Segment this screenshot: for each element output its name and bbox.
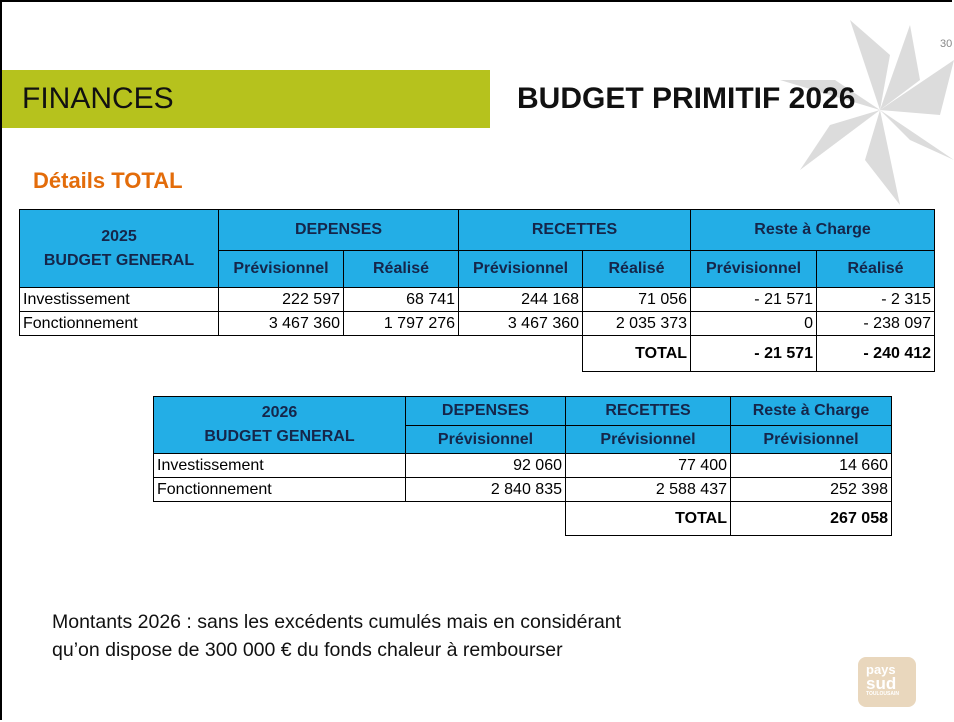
amount: 3 467 360 bbox=[459, 312, 583, 336]
header-label: BUDGET GENERAL bbox=[23, 249, 215, 273]
sub-header: Prévisionnel bbox=[731, 426, 892, 454]
total-label: TOTAL bbox=[583, 336, 691, 372]
amount: 2 035 373 bbox=[583, 312, 691, 336]
amount: 77 400 bbox=[566, 454, 731, 478]
amount: 2 840 835 bbox=[406, 478, 566, 502]
group-header: Reste à Charge bbox=[691, 210, 935, 251]
amount: 14 660 bbox=[731, 454, 892, 478]
row-label: Fonctionnement bbox=[154, 478, 406, 502]
header-label: BUDGET GENERAL bbox=[157, 425, 402, 449]
logo-text: TOULOUSAIN bbox=[866, 691, 916, 698]
group-header: RECETTES bbox=[566, 397, 731, 426]
row-label: Investissement bbox=[154, 454, 406, 478]
sub-header: Prévisionnel bbox=[219, 251, 344, 288]
amount: - 21 571 bbox=[691, 288, 817, 312]
amount: 92 060 bbox=[406, 454, 566, 478]
amount: - 238 097 bbox=[817, 312, 935, 336]
note-line: qu’on dispose de 300 000 € du fonds chal… bbox=[52, 636, 621, 664]
group-header: RECETTES bbox=[459, 210, 691, 251]
logo-text: sud bbox=[866, 676, 916, 691]
amount: 1 797 276 bbox=[344, 312, 459, 336]
header-year: 2025 bbox=[23, 225, 215, 249]
sub-header: Réalisé bbox=[344, 251, 459, 288]
total-amount: - 21 571 bbox=[691, 336, 817, 372]
group-header: DEPENSES bbox=[219, 210, 459, 251]
empty-cell bbox=[20, 336, 219, 372]
group-header: DEPENSES bbox=[406, 397, 566, 426]
row-label: Fonctionnement bbox=[20, 312, 219, 336]
section-title: FINANCES bbox=[22, 82, 174, 116]
sub-header: Réalisé bbox=[817, 251, 935, 288]
empty-cell bbox=[219, 336, 344, 372]
logo: pays sud TOULOUSAIN bbox=[858, 657, 916, 707]
sub-header: Réalisé bbox=[583, 251, 691, 288]
sub-header: Prévisionnel bbox=[459, 251, 583, 288]
row-label: Investissement bbox=[20, 288, 219, 312]
page-title: BUDGET PRIMITIF 2026 bbox=[517, 82, 855, 116]
amount: 2 588 437 bbox=[566, 478, 731, 502]
amount: 3 467 360 bbox=[219, 312, 344, 336]
empty-cell bbox=[406, 502, 566, 536]
amount: 252 398 bbox=[731, 478, 892, 502]
note: Montants 2026 : sans les excédents cumul… bbox=[52, 608, 621, 664]
sub-header: Prévisionnel bbox=[406, 426, 566, 454]
total-amount: - 240 412 bbox=[817, 336, 935, 372]
amount: - 2 315 bbox=[817, 288, 935, 312]
amount: 0 bbox=[691, 312, 817, 336]
amount: 222 597 bbox=[219, 288, 344, 312]
note-line: Montants 2026 : sans les excédents cumul… bbox=[52, 608, 621, 636]
subtitle: Détails TOTAL bbox=[33, 168, 183, 194]
amount: 244 168 bbox=[459, 288, 583, 312]
sub-header: Prévisionnel bbox=[691, 251, 817, 288]
total-amount: 267 058 bbox=[731, 502, 892, 536]
amount: 71 056 bbox=[583, 288, 691, 312]
total-label: TOTAL bbox=[566, 502, 731, 536]
group-header: Reste à Charge bbox=[731, 397, 892, 426]
amount: 68 741 bbox=[344, 288, 459, 312]
empty-cell bbox=[344, 336, 459, 372]
slide-number: 30 bbox=[940, 38, 952, 50]
header-year: 2026 bbox=[157, 401, 402, 425]
empty-cell bbox=[154, 502, 406, 536]
empty-cell bbox=[459, 336, 583, 372]
sub-header: Prévisionnel bbox=[566, 426, 731, 454]
